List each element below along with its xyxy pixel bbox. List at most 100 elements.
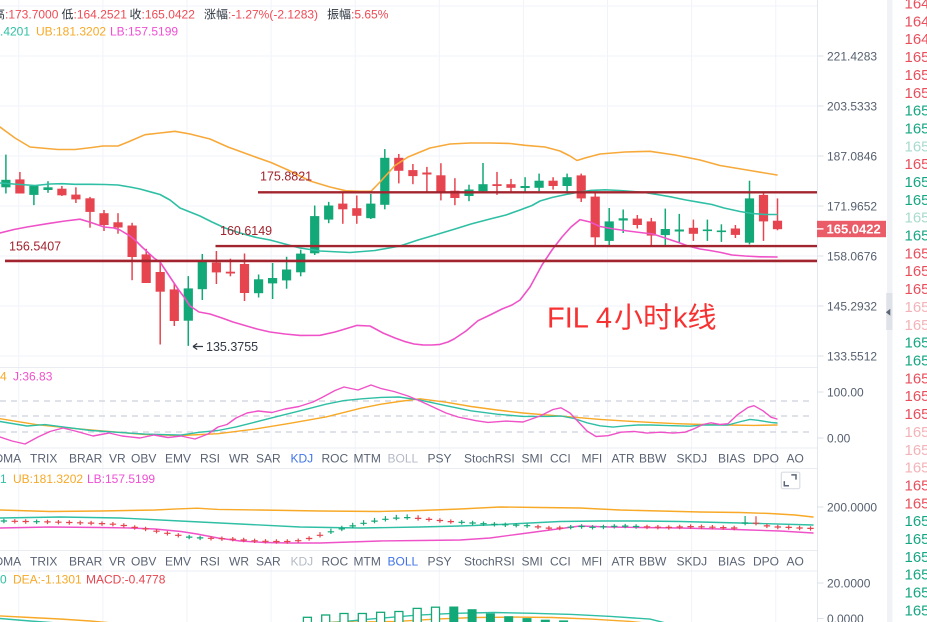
svg-text:ROC: ROC [322,555,349,569]
svg-text:165: 165 [905,478,927,495]
svg-text:135.3755: 135.3755 [206,340,258,354]
svg-text:203.5333: 203.5333 [827,99,877,113]
svg-text:165: 165 [905,67,927,84]
svg-text:FIL 4: FIL 4 [547,303,612,335]
svg-text:165: 165 [905,192,927,209]
svg-text:BRAR: BRAR [69,555,103,569]
svg-text:165: 165 [905,85,927,102]
svg-text:221.4283: 221.4283 [827,49,877,63]
svg-text:165: 165 [905,263,927,280]
svg-text:PSY: PSY [428,555,452,569]
svg-text:165: 165 [905,281,927,298]
svg-text:DMA: DMA [0,452,21,466]
svg-text:165: 165 [905,138,927,155]
svg-text:VR: VR [109,452,126,466]
svg-text:BOLL: BOLL [388,555,419,569]
svg-text:165: 165 [905,567,927,584]
svg-text:LB:157.5199: LB:157.5199 [87,472,155,486]
svg-text:165: 165 [905,531,927,548]
svg-text:AO: AO [787,555,804,569]
svg-text:AO: AO [787,452,804,466]
svg-text:.4201: .4201 [0,25,30,39]
svg-text:165: 165 [905,353,927,370]
svg-text:165: 165 [905,495,927,512]
svg-text:165: 165 [905,103,927,120]
svg-text:BIAS: BIAS [718,555,745,569]
svg-text:165: 165 [905,49,927,66]
svg-text:165: 165 [905,317,927,334]
svg-text:ATR: ATR [612,555,635,569]
svg-text:ROC: ROC [322,452,349,466]
svg-text:KDJ: KDJ [291,555,314,569]
svg-text:4: 4 [0,370,7,384]
svg-text:1: 1 [0,472,7,486]
svg-text:DPO: DPO [753,452,779,466]
svg-text:WR: WR [229,452,249,466]
svg-text:TRIX: TRIX [30,452,57,466]
svg-text:165: 165 [905,121,927,138]
svg-text:165: 165 [905,460,927,477]
svg-text:BBW: BBW [639,452,667,466]
svg-text:171.9652: 171.9652 [827,199,877,213]
svg-text:StochRSI: StochRSI [464,555,515,569]
svg-text:UB:181.3202: UB:181.3202 [36,25,106,39]
svg-text:TRIX: TRIX [30,555,57,569]
svg-text:133.5512: 133.5512 [827,349,877,363]
svg-text:SKDJ: SKDJ [677,452,708,466]
svg-text:StochRSI: StochRSI [464,452,515,466]
svg-text:J:36.83: J:36.83 [13,370,53,384]
svg-text:145.2932: 145.2932 [827,299,877,313]
svg-text:164: 164 [905,13,927,30]
svg-text:165: 165 [905,156,927,173]
svg-text:156.5407: 156.5407 [9,240,61,254]
svg-text:MTM: MTM [354,555,381,569]
svg-text:KDJ: KDJ [291,452,314,466]
svg-text:165: 165 [905,174,927,191]
svg-text:165: 165 [905,549,927,566]
svg-text:SKDJ: SKDJ [677,555,708,569]
svg-text:EMV: EMV [165,555,191,569]
svg-text:BOLL: BOLL [388,452,419,466]
svg-text:200.0000: 200.0000 [827,500,877,514]
svg-text:187.0846: 187.0846 [827,149,877,163]
svg-text:PSY: PSY [428,452,452,466]
svg-text:100.00: 100.00 [827,385,864,399]
svg-text::164.2521: :164.2521 [74,8,128,22]
svg-text:CCI: CCI [550,555,571,569]
svg-text:MACD:-0.4778: MACD:-0.4778 [86,573,166,587]
svg-text:BIAS: BIAS [718,452,745,466]
svg-text:175.8821: 175.8821 [260,170,312,184]
svg-text:160.6149: 160.6149 [220,224,272,238]
svg-text:BRAR: BRAR [69,452,103,466]
svg-text:DMA: DMA [0,555,21,569]
svg-text:20.0000: 20.0000 [827,576,871,590]
svg-text:158.0676: 158.0676 [827,249,877,263]
svg-text:165.0422: 165.0422 [827,222,881,237]
svg-text:DEA:-1.1301: DEA:-1.1301 [13,573,82,587]
svg-text:164: 164 [905,0,927,13]
svg-text:EMV: EMV [165,452,191,466]
svg-text:DPO: DPO [753,555,779,569]
svg-text:MFI: MFI [582,452,603,466]
svg-text:UB:181.3202: UB:181.3202 [13,472,83,486]
svg-text:0: 0 [0,573,7,587]
svg-text::173.7000: :173.7000 [5,8,59,22]
svg-text:OBV: OBV [131,452,156,466]
svg-text:0.0000: 0.0000 [827,612,864,622]
svg-text::165.0422: :165.0422 [142,8,196,22]
svg-text::5.65%: :5.65% [351,8,389,22]
svg-text:k: k [673,303,688,335]
svg-text:165: 165 [905,245,927,262]
svg-text:164: 164 [905,31,927,48]
svg-text:SAR: SAR [256,452,281,466]
svg-text:165: 165 [905,210,927,227]
svg-text:165: 165 [905,335,927,352]
svg-text::-1.27%(-2.1283): :-1.27%(-2.1283) [228,8,318,22]
svg-text:165: 165 [905,388,927,405]
svg-text:BBW: BBW [639,555,667,569]
svg-text:SMI: SMI [522,555,543,569]
svg-text:SMI: SMI [522,452,543,466]
svg-text:VR: VR [109,555,126,569]
svg-text:OBV: OBV [131,555,156,569]
svg-text:SAR: SAR [256,555,281,569]
